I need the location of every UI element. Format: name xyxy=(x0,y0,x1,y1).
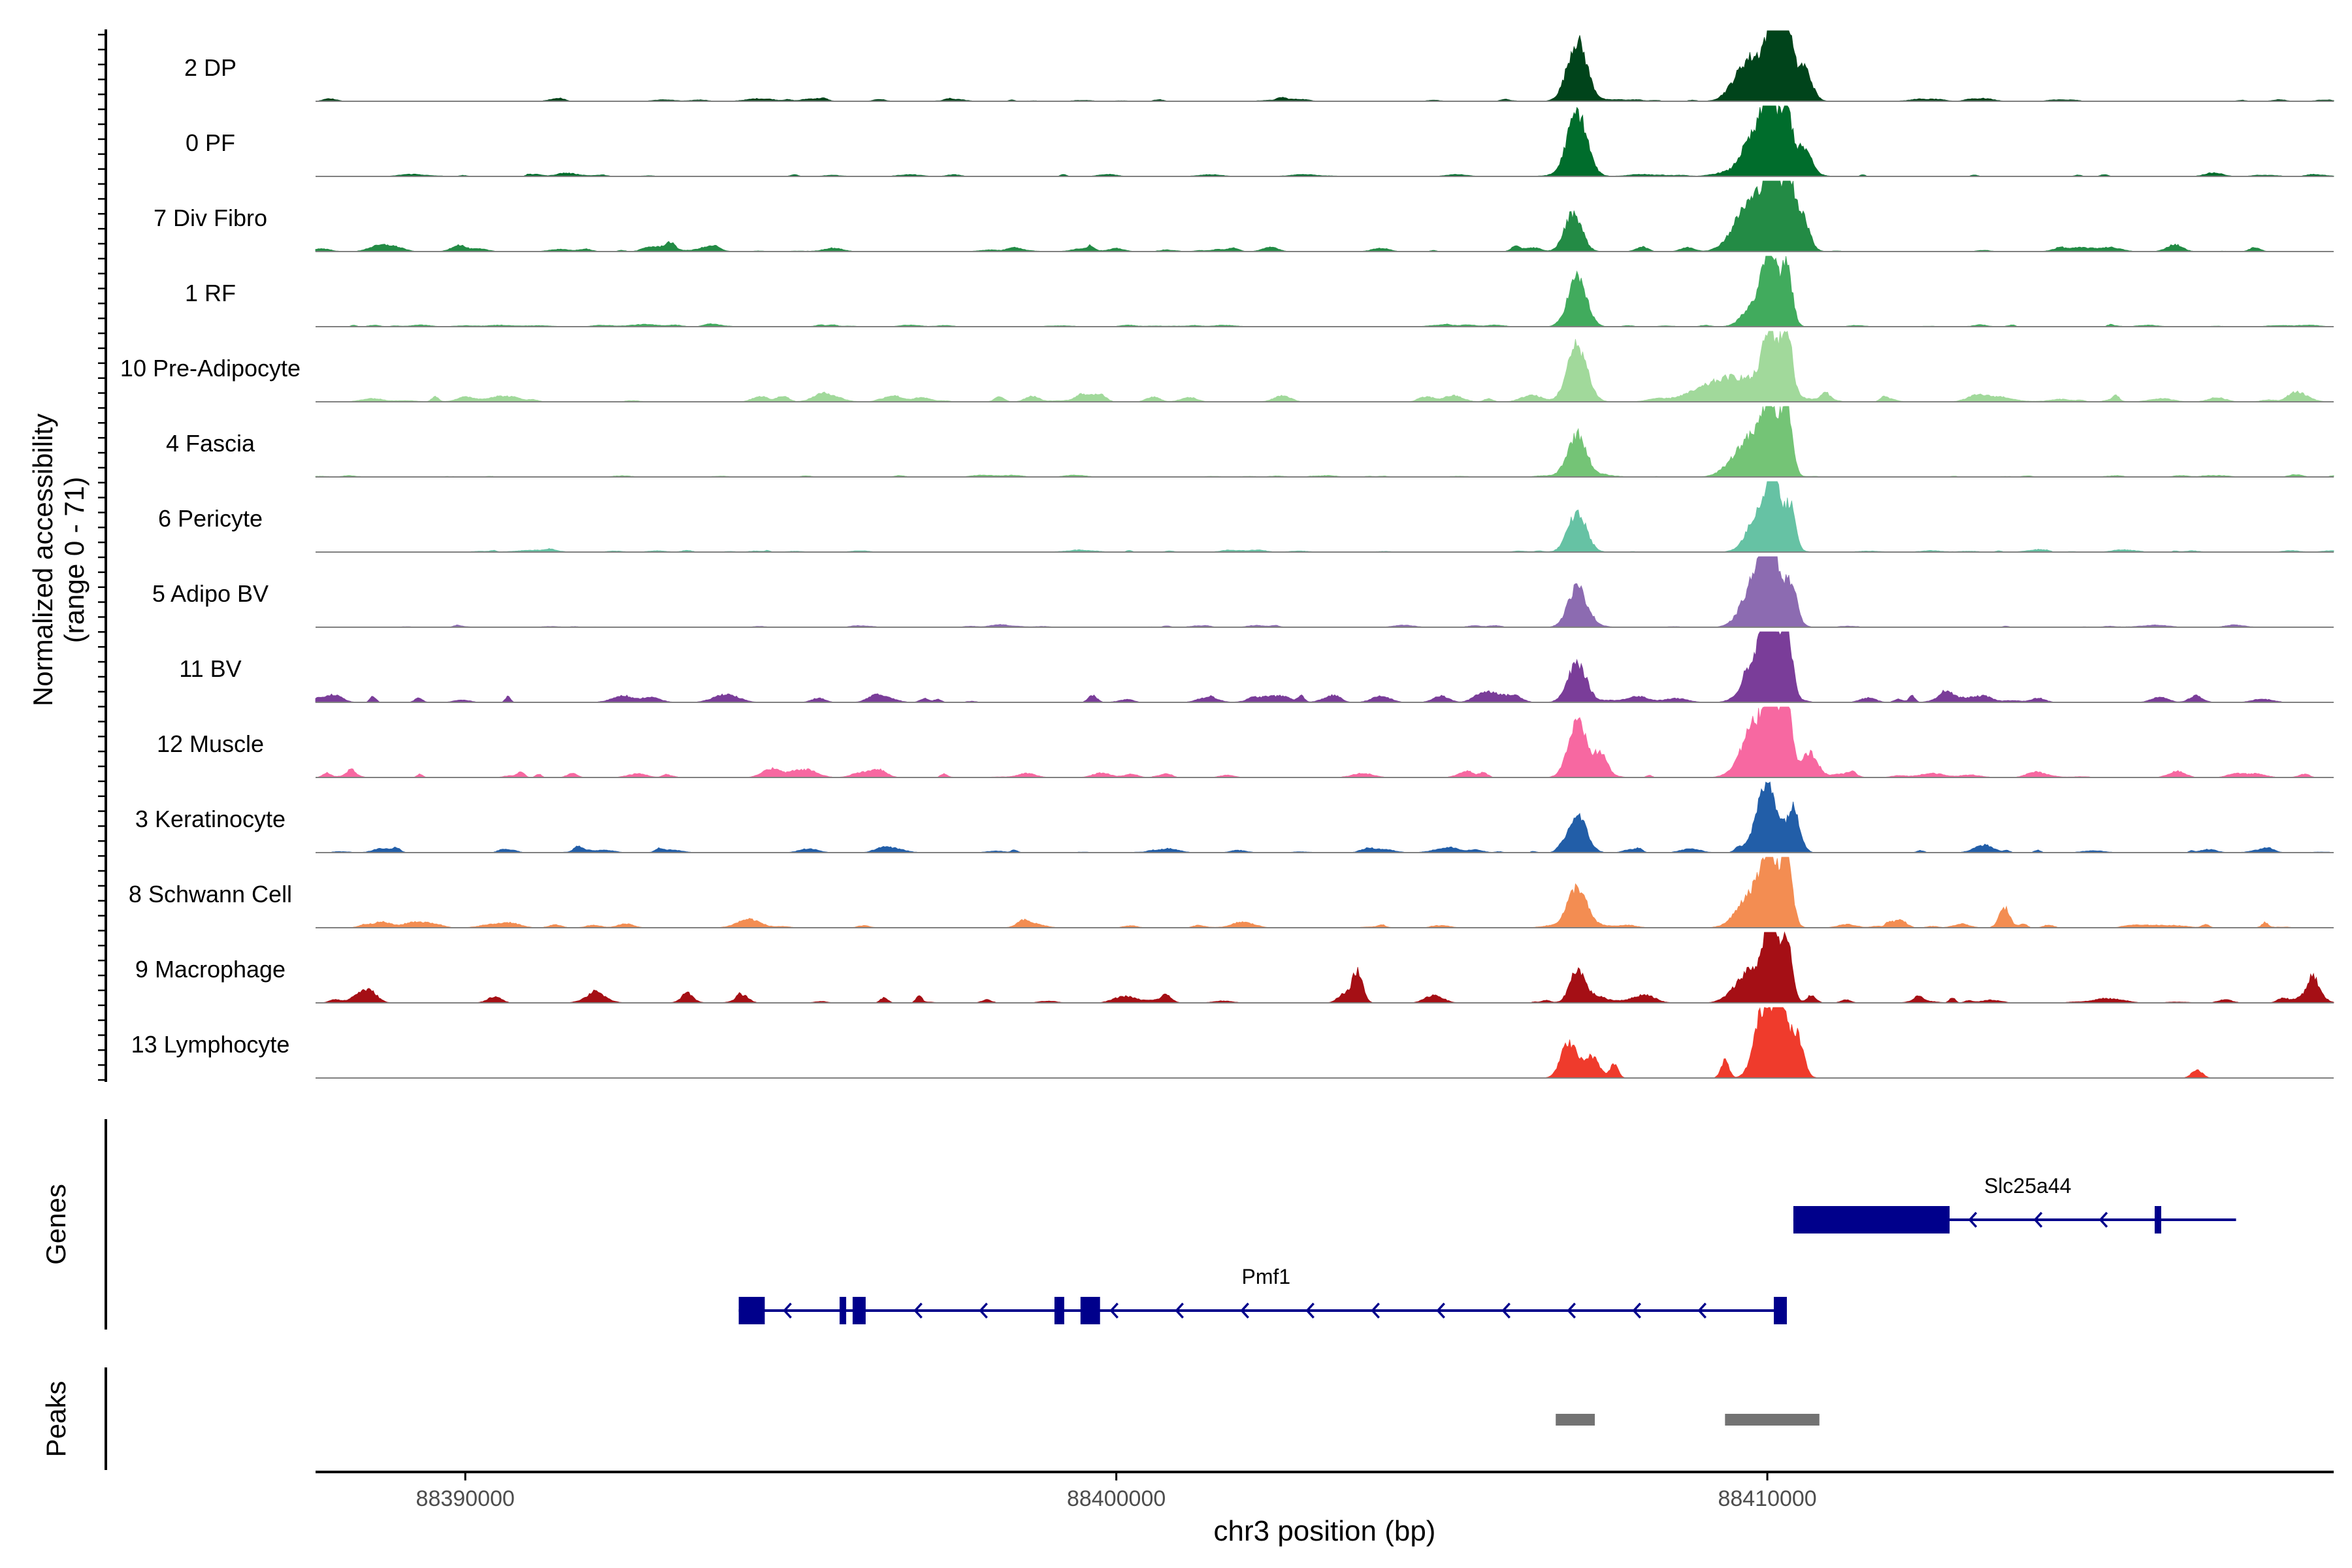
coverage-area-0-pf xyxy=(316,105,2334,177)
track-label: 11 BV xyxy=(179,655,241,682)
track-12-muscle: 12 Muscle xyxy=(157,706,2334,778)
track-label: 5 Adipo BV xyxy=(152,580,269,607)
x-tick-label: 88390000 xyxy=(416,1486,515,1511)
gene-label: Pmf1 xyxy=(1241,1265,1290,1288)
x-axis: chr3 position (bp) 88390000 88400000 88410… xyxy=(316,1471,2334,1547)
track-9-macrophage: 9 Macrophage xyxy=(135,931,2334,1004)
strand-arrow xyxy=(1567,1302,1576,1319)
track-label: 3 Keratinocyte xyxy=(135,806,286,832)
y-axis-label-line2: (range 0 - 71) xyxy=(59,477,90,643)
peaks-panel: Peaks xyxy=(41,1381,1820,1458)
track-label: 0 PF xyxy=(186,129,235,156)
coverage-area-10-pre-adipocyte xyxy=(316,331,2334,402)
strand-arrow xyxy=(979,1302,988,1319)
track-label: 9 Macrophage xyxy=(135,956,286,983)
strand-arrow xyxy=(783,1302,792,1319)
coverage-area-11-bv xyxy=(315,631,2334,703)
track-11-bv: 11 BV xyxy=(179,631,2334,703)
strand-arrow xyxy=(2099,1211,2108,1228)
track-label: 7 Div Fibro xyxy=(154,204,267,231)
exon xyxy=(1054,1297,1064,1324)
peaks-panel-label: Peaks xyxy=(41,1381,71,1458)
gene-label: Slc25a44 xyxy=(1984,1174,2071,1198)
strand-arrow xyxy=(1240,1302,1249,1319)
exon xyxy=(738,1297,765,1324)
exon xyxy=(853,1297,866,1324)
genes-panel-label: Genes xyxy=(41,1184,71,1265)
coverage-area-6-pericyte xyxy=(316,481,2334,553)
x-axis-label: chr3 position (bp) xyxy=(1214,1515,1436,1547)
coverage-area-13-lymphocyte xyxy=(316,1007,2334,1079)
track-10-pre-adipocyte: 10 Pre-Adipocyte xyxy=(120,331,2334,402)
exon xyxy=(840,1297,847,1324)
y-axis-label-line1: Normalized accessibility xyxy=(27,414,58,706)
track-2-dp: 2 DP xyxy=(184,30,2334,102)
strand-arrow xyxy=(1109,1302,1119,1319)
track-axis-rulers xyxy=(98,29,107,1470)
track-5-adipo-bv: 5 Adipo BV xyxy=(152,556,2334,628)
strand-arrow xyxy=(2033,1211,2043,1228)
strand-arrow xyxy=(1501,1302,1511,1319)
strand-arrow xyxy=(1968,1211,1978,1228)
strand-arrow xyxy=(913,1302,923,1319)
track-label: 12 Muscle xyxy=(157,730,264,757)
track-label: 4 Fascia xyxy=(166,430,255,457)
track-6-pericyte: 6 Pericyte xyxy=(158,481,2334,553)
strand-arrow xyxy=(1436,1302,1445,1319)
x-tick-label: 88410000 xyxy=(1718,1486,1816,1511)
coverage-area-4-fascia xyxy=(315,406,2334,478)
peak-region xyxy=(1556,1414,1595,1426)
track-label: 1 RF xyxy=(185,280,236,306)
track-label: 13 Lymphocyte xyxy=(131,1031,290,1058)
coverage-area-8-schwann-cell xyxy=(316,857,2334,928)
strand-arrow xyxy=(1175,1302,1184,1319)
track-13-lymphocyte: 13 Lymphocyte xyxy=(131,1007,2334,1079)
x-tick-label: 88400000 xyxy=(1067,1486,1166,1511)
coverage-area-12-muscle xyxy=(316,706,2334,778)
exon xyxy=(1793,1206,1950,1233)
track-8-schwann-cell: 8 Schwann Cell xyxy=(129,857,2334,928)
gene-slc25a44: Slc25a44 xyxy=(1793,1174,2236,1233)
track-label: 10 Pre-Adipocyte xyxy=(120,355,301,382)
track-7-div-fibro: 7 Div Fibro xyxy=(154,180,2334,252)
track-label: 6 Pericyte xyxy=(158,505,263,532)
coverage-area-3-keratinocyte xyxy=(316,781,2334,853)
coverage-area-2-dp xyxy=(316,30,2334,102)
track-4-fascia: 4 Fascia xyxy=(166,406,2334,478)
coverage-area-9-macrophage xyxy=(316,931,2334,1004)
peak-region xyxy=(1725,1414,1820,1426)
strand-arrow xyxy=(1697,1302,1707,1319)
coverage-area-7-div-fibro xyxy=(315,180,2334,252)
genes-panel: Genes Slc25a44 Pmf1 xyxy=(41,1174,2236,1324)
exon xyxy=(1774,1297,1787,1324)
y-axis-label: Normalized accessibility (range 0 - 71) xyxy=(27,414,90,706)
coverage-area-1-rf xyxy=(316,255,2334,327)
coverage-area-5-adipo-bv xyxy=(316,556,2334,628)
strand-arrow xyxy=(1305,1302,1315,1319)
track-label: 8 Schwann Cell xyxy=(129,881,292,907)
track-label: 2 DP xyxy=(184,54,237,81)
track-1-rf: 1 RF xyxy=(185,255,2334,327)
gene-pmf1: Pmf1 xyxy=(738,1265,1787,1324)
coverage-tracks: 2 DP 0 PF 7 Div Fibro 1 RF 10 Pre-Adipocyte 4… xyxy=(120,30,2334,1079)
track-3-keratinocyte: 3 Keratinocyte xyxy=(135,781,2334,853)
track-0-pf: 0 PF xyxy=(186,105,2334,177)
strand-arrow xyxy=(1371,1302,1380,1319)
strand-arrow xyxy=(1632,1302,1641,1319)
exon xyxy=(2154,1206,2161,1233)
exon xyxy=(1080,1297,1100,1324)
